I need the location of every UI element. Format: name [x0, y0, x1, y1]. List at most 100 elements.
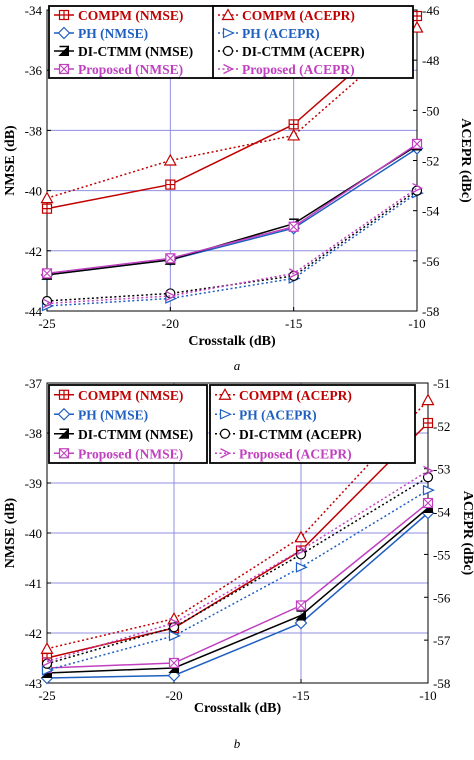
y-tick-label: -38 — [25, 426, 42, 441]
legend-label: COMPM (ACEPR) — [242, 8, 355, 23]
marker-triangle-open — [221, 8, 235, 21]
series-di-ctmm-acepr — [41, 472, 434, 669]
marker-triangle-open — [294, 530, 308, 543]
marker-triangle-open — [421, 393, 435, 406]
series-ph-nmse — [40, 142, 424, 282]
series-line — [46, 143, 418, 275]
marker-caret — [223, 63, 234, 75]
marker-caret — [296, 545, 307, 556]
marker-diamond — [57, 407, 71, 421]
x-tick-label: -15 — [285, 316, 302, 331]
marker-triangle-right — [219, 408, 232, 420]
marker-triangle-right — [422, 484, 435, 496]
x-tick-label: -25 — [38, 316, 55, 331]
legend-acepr: COMPM (ACEPR) PH (ACEPR) DI-CTMM (ACEPR) Pr… — [209, 384, 416, 464]
marker-triangle-open — [40, 191, 54, 204]
y-tick-label: -34 — [25, 3, 43, 18]
marker-triangle-right — [222, 27, 235, 39]
marker-plus — [59, 10, 69, 20]
legend-label: Proposed (NMSE) — [78, 446, 183, 461]
legend-label: PH (NMSE) — [78, 26, 148, 41]
series-line — [46, 147, 418, 276]
panel-label: a — [234, 358, 241, 373]
y2-axis-label: ACEPR (dBc) — [460, 491, 474, 576]
y2-tick-label: -51 — [433, 376, 450, 391]
y2-tick-label: -48 — [422, 53, 439, 68]
marker-caret — [42, 298, 53, 309]
marker-box-x — [412, 139, 422, 149]
y-tick-label: -40 — [25, 526, 42, 541]
marker-plus — [423, 418, 433, 428]
marker-plus — [412, 11, 422, 21]
marker-caret — [412, 183, 423, 194]
marker-caret — [220, 448, 231, 459]
legend-box — [48, 5, 230, 79]
marker-box-x — [169, 658, 179, 668]
series-ph-nmse — [40, 506, 435, 685]
series-line — [46, 192, 418, 307]
series-proposed-nmse — [41, 138, 423, 279]
marker-box-x — [42, 268, 52, 279]
marker-circle — [222, 45, 234, 57]
y2-axis-label: ACEPR (dBc) — [458, 118, 473, 203]
marker-triangle-filled — [295, 609, 306, 621]
y-tick-label: -36 — [25, 63, 43, 78]
marker-triangle-right — [295, 561, 308, 573]
series-line — [46, 502, 429, 669]
series-proposed-acepr — [42, 183, 423, 309]
series-line — [46, 489, 429, 671]
series-line — [46, 422, 429, 659]
x-tick-label: -15 — [292, 688, 309, 703]
series-ph-acepr — [41, 187, 424, 312]
y-tick-label: -44 — [25, 304, 43, 319]
series-di-ctmm-acepr — [41, 185, 423, 307]
y2-tick-label: -52 — [433, 419, 450, 434]
series-line — [46, 187, 418, 305]
marker-caret — [169, 617, 180, 629]
legend-nmse: COMPM (NMSE) PH (NMSE) DI-CTMM (NMSE) Propo… — [48, 5, 230, 79]
y-tick-label: -39 — [25, 476, 42, 491]
marker-triangle-open — [218, 388, 232, 400]
y2-tick-label: -53 — [433, 462, 450, 477]
marker-diamond — [57, 26, 71, 40]
marker-caret — [423, 465, 434, 476]
marker-triangle-open — [410, 20, 424, 33]
marker-triangle-open — [40, 641, 54, 654]
chart-panel-b: -25 -20 -15 -10 -43 -42 -41 -40 -39 -38 -37 -58 -57 -… — [3, 376, 474, 751]
legend-box — [48, 384, 208, 464]
legend-box — [212, 5, 414, 79]
marker-triangle-right — [168, 630, 181, 642]
x-tick-label: -10 — [408, 316, 425, 331]
y2-tick-label: -46 — [422, 3, 440, 18]
y-axis-label: NMSE (dB) — [3, 497, 18, 568]
chart-panel-a: -25 -20 -15 -10 -44 -42 -40 -38 -36 -34 -58 -56 -54 -… — [3, 3, 473, 373]
series-line — [46, 399, 429, 650]
y2-tick-label: -50 — [422, 103, 439, 118]
series-line — [46, 476, 429, 665]
y2-tick-label: -54 — [433, 505, 451, 520]
series-di-ctmm-nmse — [41, 139, 422, 280]
y-tick-label: -42 — [25, 626, 42, 641]
marker-box-x — [288, 221, 299, 232]
series-line — [46, 26, 418, 199]
marker-plus — [59, 390, 69, 400]
marker-box-x — [59, 448, 69, 459]
marker-plus — [165, 180, 175, 190]
y-axis-label: NMSE (dB) — [3, 125, 18, 196]
series-di-ctmm-nmse — [41, 502, 433, 678]
legend-label: Proposed (ACEPR) — [242, 62, 355, 77]
y2-tick-label: -58 — [422, 304, 439, 319]
marker-caret — [42, 656, 53, 667]
marker-triangle-open — [163, 153, 177, 166]
marker-caret — [165, 290, 177, 302]
legend-nmse: COMPM (NMSE) PH (NMSE) DI-CTMM (NMSE) Propo… — [48, 384, 208, 464]
y2-tick-label: -57 — [433, 633, 451, 648]
legend-label: COMPM (NMSE) — [78, 8, 183, 23]
legend-label: Proposed (ACEPR) — [239, 446, 352, 461]
legend-box — [209, 384, 416, 464]
y2-tick-label: -56 — [422, 254, 440, 269]
x-axis-label: Crosstalk (dB) — [188, 334, 276, 349]
marker-plus — [289, 119, 299, 129]
marker-triangle-filled — [58, 428, 69, 439]
